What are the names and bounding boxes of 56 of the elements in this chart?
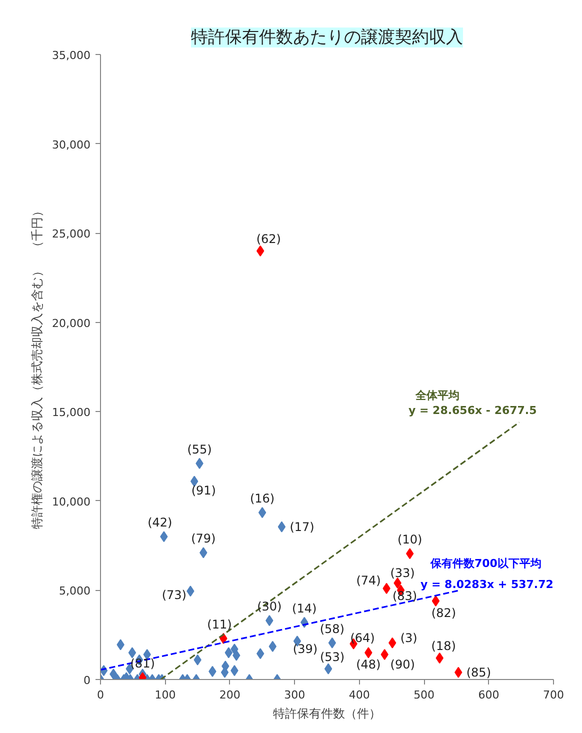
y-tick-label: 5,000	[59, 584, 91, 598]
annotation: (79)	[191, 532, 216, 546]
chart-title: 特許保有件数あたりの譲渡契約収入	[191, 28, 463, 48]
x-axis-title: 特許保有件数（件）	[273, 706, 381, 720]
annotation: (82)	[431, 606, 456, 620]
x-tick-label: 500	[414, 688, 435, 702]
point	[128, 647, 136, 658]
annotation: y = 8.0283x + 537.72	[420, 578, 554, 591]
point	[328, 637, 336, 648]
annotation: 保有件数700以下平均	[430, 557, 542, 570]
x-tick-label: 0	[97, 688, 104, 702]
point	[258, 507, 266, 518]
x-tick-label: 300	[284, 688, 306, 702]
annotation: (39)	[292, 642, 318, 656]
annotation: (74)	[356, 573, 381, 588]
annotation: (18)	[431, 639, 456, 654]
point	[380, 649, 388, 660]
point	[110, 668, 118, 680]
annotation: y = 28.656x - 2677.5	[408, 404, 537, 417]
annotation: (91)	[191, 483, 216, 498]
annotation: (55)	[187, 442, 212, 456]
y-tick-label: 25,000	[52, 228, 91, 241]
annotation: (33)	[390, 566, 415, 580]
annotation: (17)	[290, 520, 314, 534]
annotation: (11)	[207, 617, 232, 632]
annotation: (58)	[320, 622, 344, 636]
point	[278, 521, 286, 532]
annotation: (16)	[250, 492, 275, 506]
annotation: (48)	[356, 658, 381, 672]
y-tick-label: 10,000	[52, 495, 91, 508]
annotation: (85)	[466, 665, 492, 680]
x-tick-label: 400	[348, 688, 370, 702]
annotation: (14)	[292, 601, 317, 616]
annotation: (10)	[398, 532, 422, 547]
x-tick-label: 600	[478, 688, 500, 702]
annotation: (62)	[256, 232, 281, 246]
y-tick-label: 0	[84, 674, 90, 687]
x-tick-label: 100	[154, 688, 176, 702]
y-tick-label: 20,000	[52, 316, 91, 330]
y-tick-label: 30,000	[52, 138, 91, 152]
y-axis-title: 特許権の譲渡による収入（株式売却収入を含む） （千円）	[30, 205, 44, 529]
y-tick-label: 35,000	[52, 49, 91, 62]
annotation: (30)	[257, 600, 282, 614]
annotation: (73)	[162, 588, 186, 602]
x-tick-label: 200	[219, 688, 240, 702]
annotation: 全体平均	[414, 389, 460, 402]
annotation: (90)	[390, 658, 415, 672]
annotation: (83)	[392, 589, 418, 604]
annotation: (3)	[400, 630, 418, 645]
x-tick-label: 700	[543, 688, 564, 702]
annotation: (42)	[148, 516, 172, 530]
annotation: (53)	[320, 650, 345, 664]
annotation: (64)	[350, 630, 375, 645]
point	[432, 595, 440, 606]
point	[324, 663, 332, 674]
y-tick-label: 15,000	[52, 406, 91, 420]
